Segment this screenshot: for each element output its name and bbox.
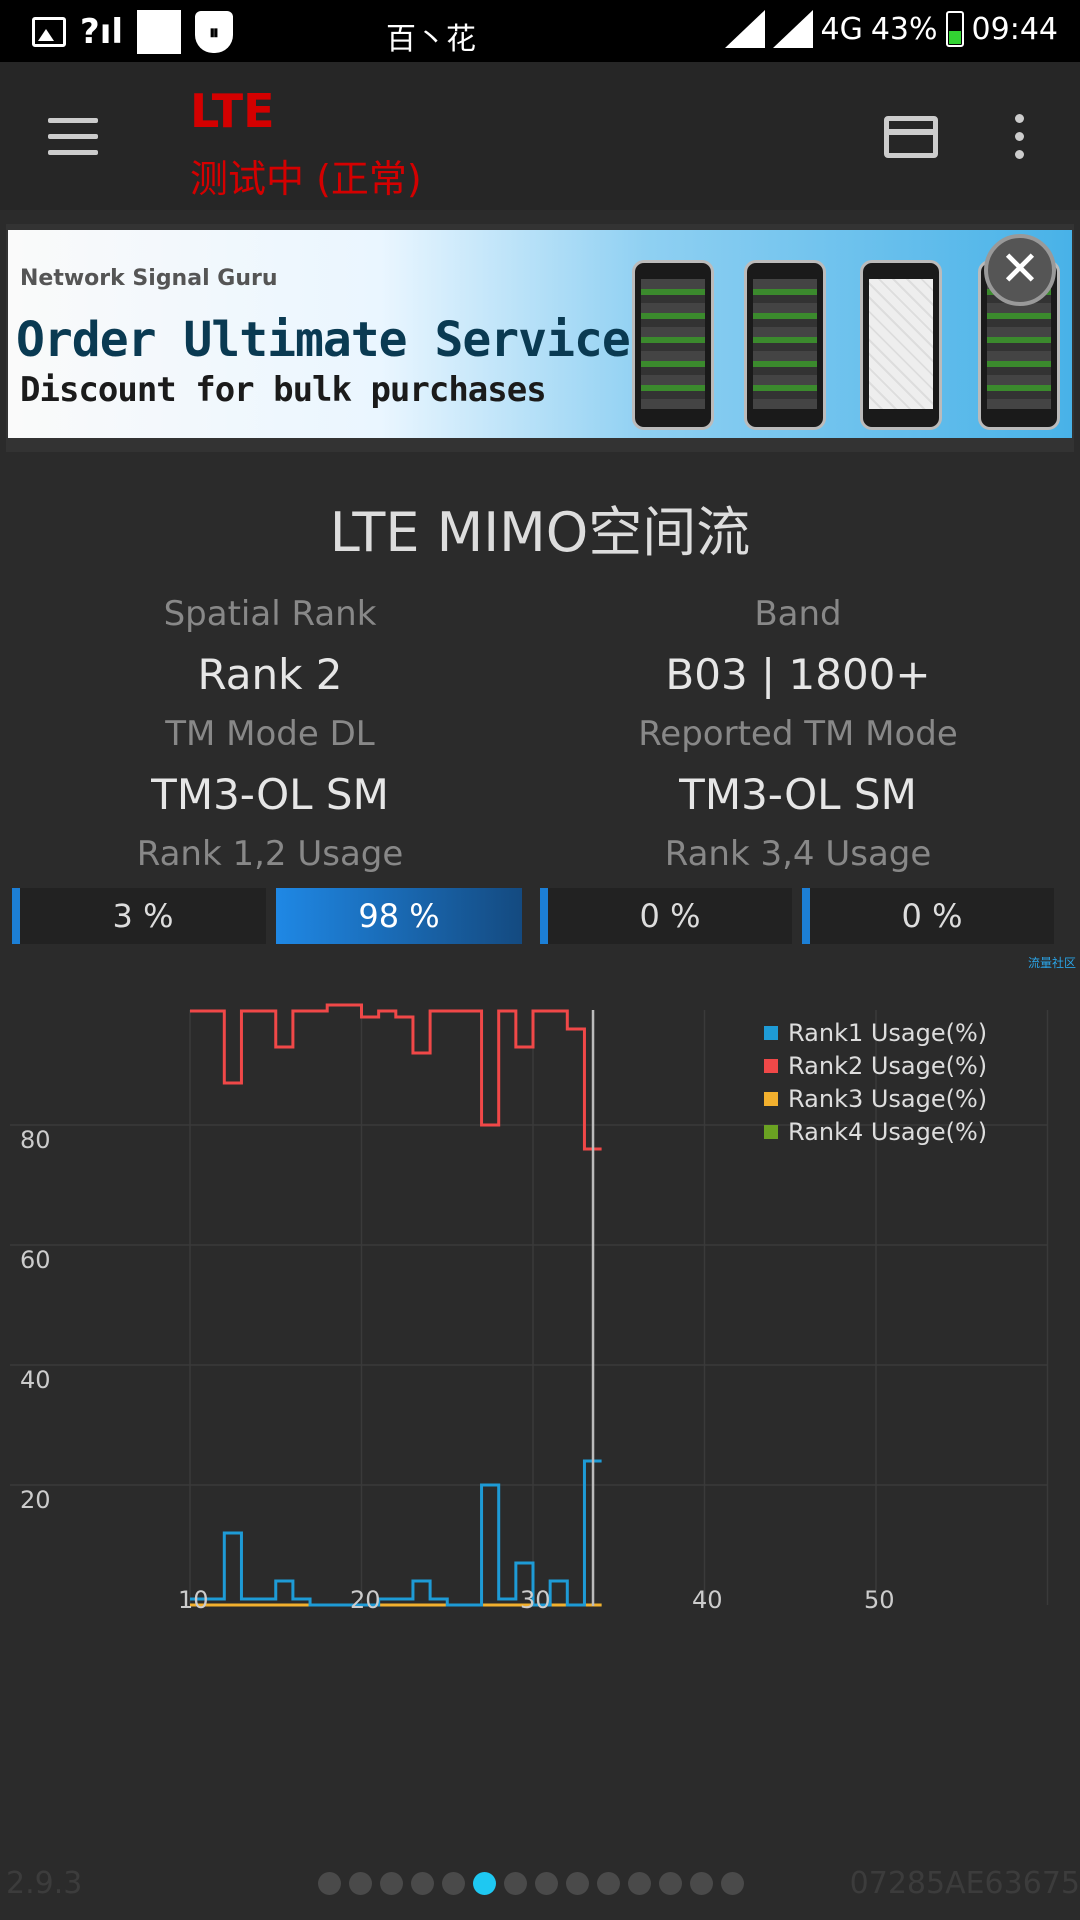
card-view-icon[interactable] — [884, 116, 938, 158]
page-title: LTE MIMO空间流 — [329, 501, 751, 564]
page-dot[interactable] — [566, 1872, 589, 1895]
y-tick-label: 20 — [20, 1486, 51, 1514]
ad-subline: Discount for bulk purchases — [20, 370, 547, 410]
page-dot-active[interactable] — [473, 1872, 496, 1895]
rank1-usage-bar: 3 % — [12, 888, 266, 944]
legend-item: Rank4 Usage(%) — [764, 1115, 987, 1148]
x-tick-label: 40 — [692, 1586, 723, 1614]
status-right: 4G 43% 09:44 — [724, 10, 1058, 48]
band-value: B03 | 1800+ — [665, 650, 931, 699]
band-label: Band — [754, 594, 842, 634]
legend-swatch — [764, 1091, 778, 1106]
ad-phone-image — [632, 260, 714, 430]
tm-mode-dl-value: TM3-OL SM — [151, 770, 389, 819]
status-center-text: 百丶花 — [386, 22, 476, 57]
y-tick-label: 80 — [20, 1126, 51, 1154]
device-id: 07285AE63675 — [849, 1866, 1080, 1901]
y-tick-label: 40 — [20, 1366, 51, 1394]
x-tick-label: 20 — [350, 1586, 381, 1614]
legend-swatch — [764, 1025, 778, 1040]
app-status-subtitle: 测试中 (正常) — [190, 157, 422, 201]
legend-label: Rank4 Usage(%) — [788, 1117, 988, 1146]
legend-label: Rank1 Usage(%) — [788, 1018, 988, 1047]
spatial-rank-value: Rank 2 — [197, 650, 343, 699]
ad-headline: Order Ultimate Service — [16, 312, 631, 368]
battery-percent: 43% — [870, 11, 938, 47]
ad-phone-image — [860, 260, 942, 430]
series-line-2 — [190, 1003, 602, 1151]
signal-icon — [724, 10, 765, 48]
y-tick-label: 60 — [20, 1246, 51, 1274]
page-dot[interactable] — [628, 1872, 651, 1895]
battery-charging-icon — [945, 11, 964, 47]
ad-container: Network Signal Guru Order Ultimate Servi… — [6, 224, 1074, 452]
legend-item: Rank3 Usage(%) — [764, 1082, 987, 1115]
app-version: 2.9.3 — [6, 1866, 83, 1901]
page-dot[interactable] — [659, 1872, 682, 1895]
reported-tm-mode-label: Reported TM Mode — [638, 714, 958, 754]
legend-item: Rank1 Usage(%) — [764, 1016, 987, 1049]
status-time: 09:44 — [971, 11, 1058, 47]
series-line-1 — [190, 1459, 602, 1607]
page-dot[interactable] — [411, 1872, 434, 1895]
page-dot[interactable] — [535, 1872, 558, 1895]
rank34-usage-label: Rank 3,4 Usage — [664, 834, 932, 874]
no-sim-signal-icon: ?ıl — [80, 12, 124, 52]
status-left: ?ıl ⏸ — [32, 10, 234, 54]
spatial-rank-label: Spatial Rank — [163, 594, 377, 634]
legend-item: Rank2 Usage(%) — [764, 1049, 987, 1082]
page-dot[interactable] — [349, 1872, 372, 1895]
ad-close-button[interactable]: ✕ — [984, 234, 1056, 306]
page-indicator[interactable] — [318, 1872, 744, 1895]
rank2-usage-bar: 98 % — [276, 888, 522, 944]
ad-brand: Network Signal Guru — [20, 266, 278, 291]
signal-icon — [772, 10, 813, 48]
page-dot[interactable] — [504, 1872, 527, 1895]
legend-swatch — [764, 1058, 778, 1073]
ad-banner[interactable]: Network Signal Guru Order Ultimate Servi… — [8, 230, 1072, 438]
rank4-usage-bar: 0 % — [802, 888, 1054, 944]
white-square-icon — [137, 10, 182, 54]
ad-phone-image — [744, 260, 826, 430]
page-dot[interactable] — [690, 1872, 713, 1895]
tm-mode-dl-label: TM Mode DL — [165, 714, 375, 754]
network-type-label: 4G — [820, 11, 863, 47]
page-dot[interactable] — [442, 1872, 465, 1895]
x-tick-label: 30 — [520, 1586, 551, 1614]
more-options-icon[interactable] — [1012, 114, 1026, 160]
image-icon — [32, 17, 66, 47]
legend-label: Rank3 Usage(%) — [788, 1084, 988, 1113]
page-dot[interactable] — [721, 1872, 744, 1895]
page-dot[interactable] — [318, 1872, 341, 1895]
x-tick-label: 10 — [178, 1586, 209, 1614]
app-toolbar: LTE 测试中 (正常) — [0, 62, 1080, 210]
usage-line-chart — [10, 1003, 1049, 1607]
reported-tm-mode-value: TM3-OL SM — [679, 770, 917, 819]
watermark-text: 流量社区 — [1028, 956, 1077, 970]
menu-icon[interactable] — [48, 118, 98, 156]
legend-label: Rank2 Usage(%) — [788, 1051, 988, 1080]
app-title: LTE — [190, 84, 275, 138]
shield-icon: ⏸ — [195, 11, 234, 53]
page-dot[interactable] — [597, 1872, 620, 1895]
status-bar: ?ıl ⏸ 百丶花 4G 43% 09:44 — [0, 0, 1080, 62]
legend-swatch — [764, 1124, 778, 1139]
page-dot[interactable] — [380, 1872, 403, 1895]
chart-legend: Rank1 Usage(%) Rank2 Usage(%) Rank3 Usag… — [764, 1016, 987, 1148]
rank12-usage-label: Rank 1,2 Usage — [136, 834, 404, 874]
rank3-usage-bar: 0 % — [540, 888, 792, 944]
x-tick-label: 50 — [864, 1586, 895, 1614]
